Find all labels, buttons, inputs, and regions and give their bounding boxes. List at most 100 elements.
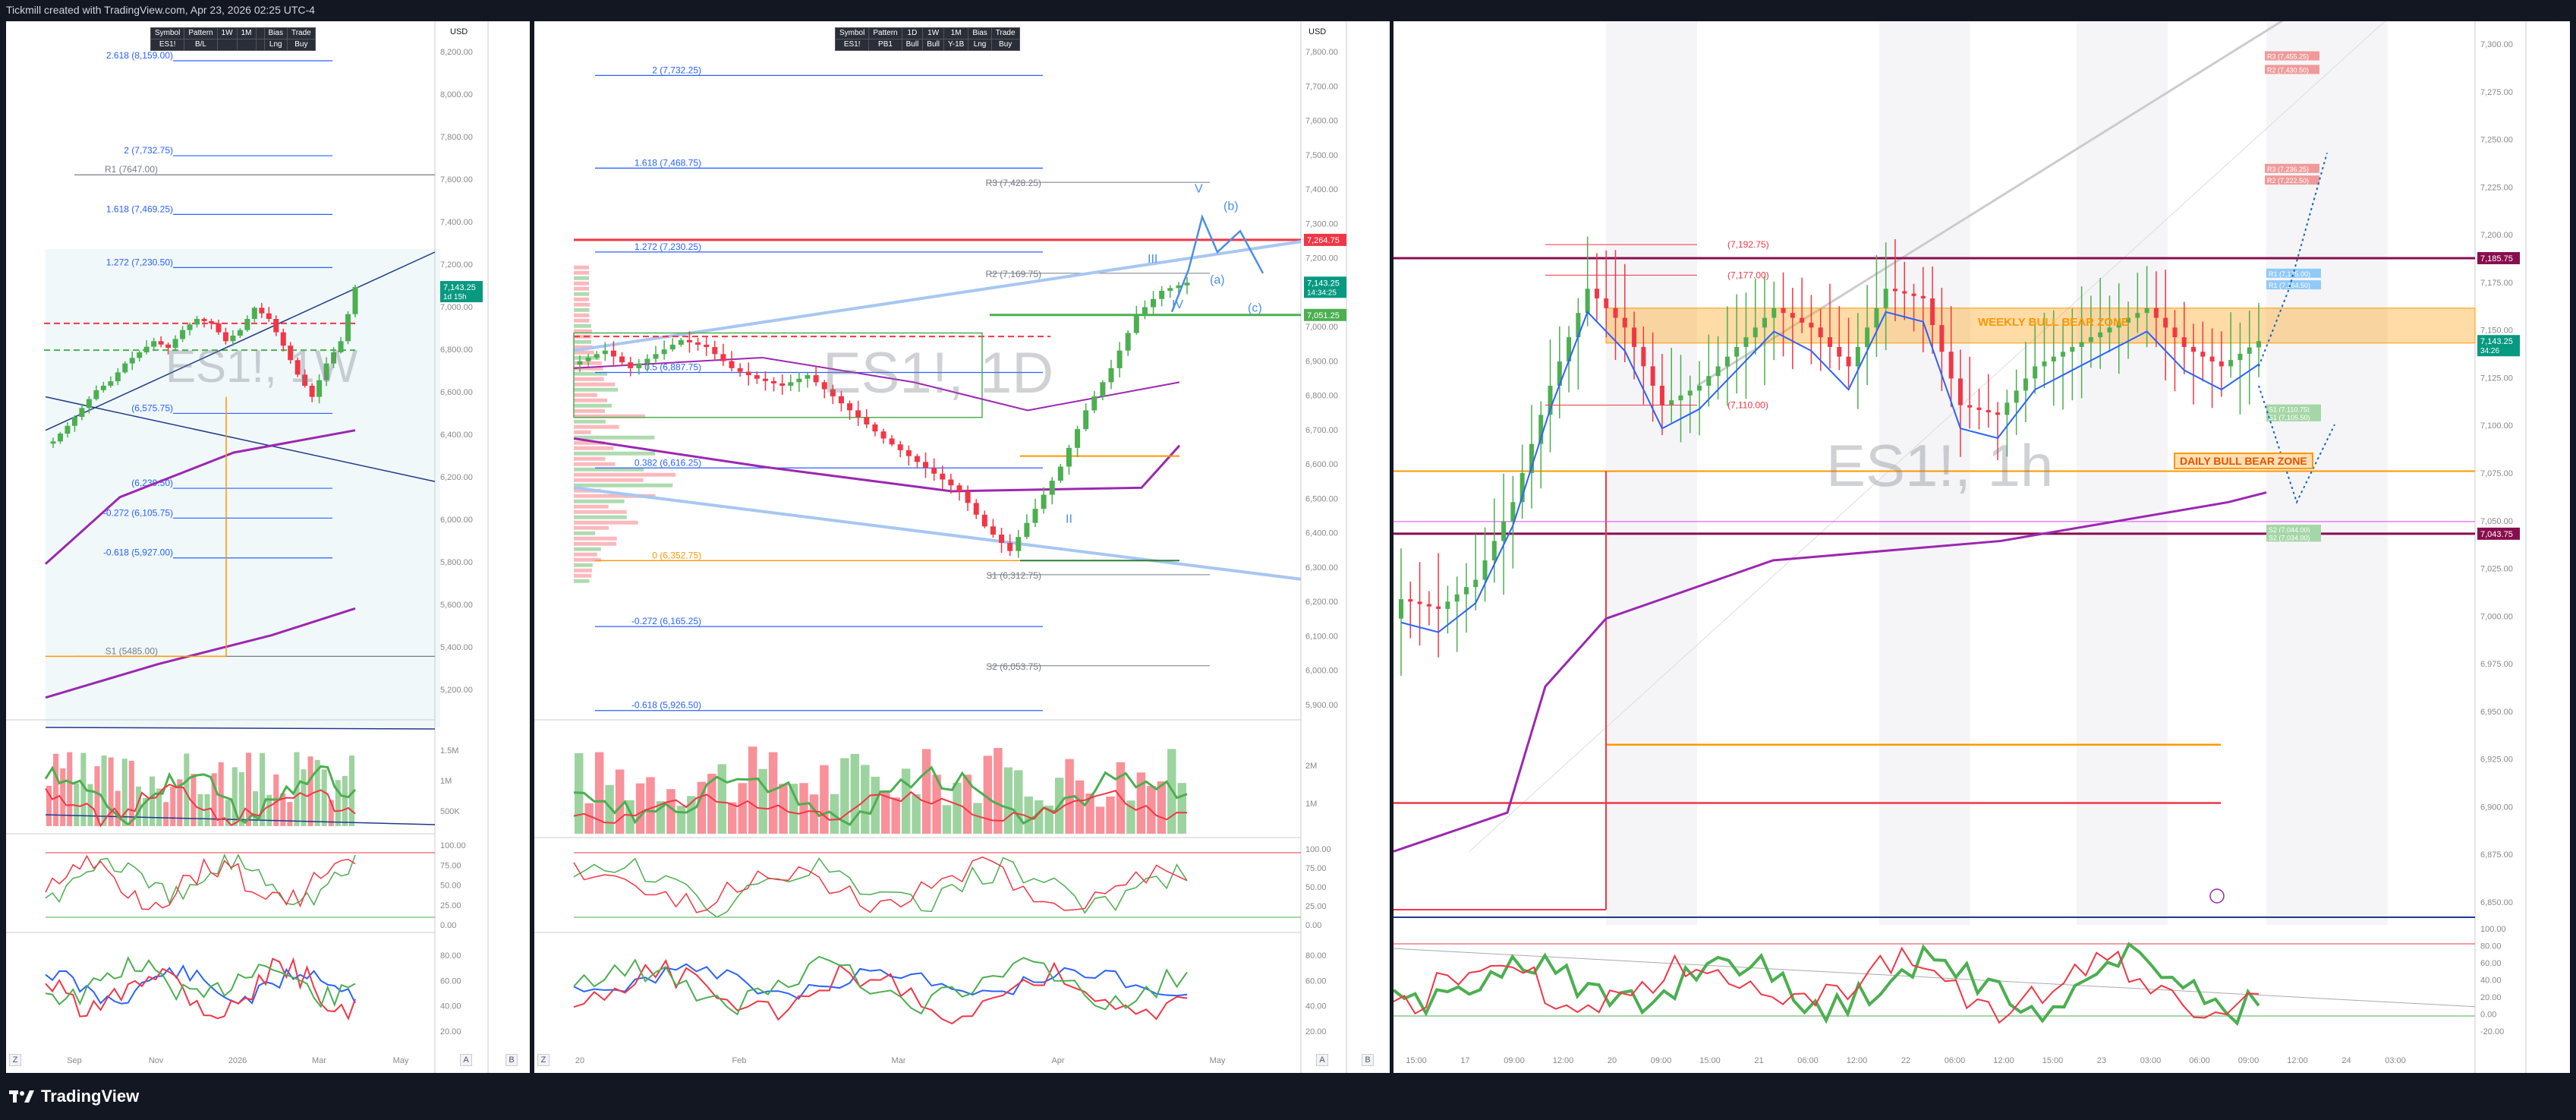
header-caption: Tickmill created with TradingView.com, A… (6, 4, 315, 16)
time-label: 17 (1460, 1056, 1469, 1065)
candle-body (2098, 332, 2103, 338)
volume-tick: 2M (1305, 762, 1317, 771)
candle-body (594, 354, 600, 358)
footer: TradingView (0, 1074, 2576, 1120)
osc-tick: 0.00 (440, 921, 456, 930)
weekly-chart-panel[interactable]: 8,200.00 8,000.00 7,800.00 7,600.00 7,400.00… (6, 21, 530, 1073)
osc-tick: 50.00 (1305, 883, 1327, 892)
th: Bias (968, 27, 992, 39)
price-tick: 6,600.00 (1305, 460, 1338, 469)
candle-body (737, 368, 743, 372)
candle-body (1159, 290, 1165, 299)
candle-body (187, 324, 193, 330)
candle-body (999, 535, 1005, 543)
volume-bar (697, 781, 707, 834)
time-label: 03:00 (2140, 1056, 2162, 1065)
tradingview-logo[interactable]: TradingView (9, 1087, 139, 1106)
volume-bar (973, 803, 982, 834)
candle-body (323, 363, 329, 380)
volume-bar (245, 752, 251, 826)
candle-body (771, 380, 777, 383)
volume-bar (1014, 770, 1023, 834)
candle-body (1911, 293, 1916, 296)
oscillator-line (573, 765, 1188, 826)
time-label: 23 (2097, 1056, 2106, 1065)
wave-label: IV (1172, 298, 1183, 311)
volume-bar (87, 784, 93, 826)
price-tick: 7,150.00 (2480, 327, 2513, 336)
volume-profile-bar (574, 520, 638, 525)
candle-body (872, 424, 878, 432)
candle-body (1892, 289, 1897, 292)
candle-body (1473, 579, 1479, 588)
hourly-chart-panel[interactable]: 7,300.00 7,275.00 7,250.00 7,225.00 7,200.00… (1393, 21, 2570, 1073)
trend-line-lower (573, 486, 1302, 581)
th: Trade (286, 27, 316, 39)
volume-bar (94, 766, 100, 826)
candle-body (230, 336, 236, 342)
candle-body (678, 339, 684, 345)
auto-scale-button[interactable]: A (460, 1054, 472, 1066)
candle-body (1818, 327, 1823, 338)
volume-profile-bar (574, 483, 673, 487)
candle-body (838, 396, 844, 404)
price-tick: 7,050.00 (2480, 517, 2513, 526)
volume-bar (80, 752, 87, 826)
volume-profile-bar (574, 308, 590, 312)
volume-bar (260, 752, 266, 826)
time-label: 06:00 (1945, 1056, 1966, 1065)
weekly-chart-svg[interactable]: 8,200.00 8,000.00 7,800.00 7,600.00 7,400.00… (6, 21, 530, 1073)
hourly-chart-svg[interactable]: 7,300.00 7,275.00 7,250.00 7,225.00 7,200.00… (1393, 21, 2570, 1073)
candle-body (1032, 509, 1038, 523)
daily-chart-svg[interactable]: 7,800.00 7,700.00 7,600.00 7,500.00 7,400.00… (534, 21, 1390, 1073)
daily-bull-bear-zone-label: DAILY BULL BEAR ZONE (2174, 453, 2313, 469)
candle-body (779, 383, 786, 386)
time-label: Apr (1051, 1056, 1064, 1065)
th: Pattern (184, 27, 218, 39)
candle-body (1715, 366, 1721, 377)
candle-body (897, 444, 903, 450)
th: 1M (943, 27, 969, 39)
candle-body (813, 375, 819, 383)
oscillator-line (573, 790, 1188, 824)
target-box (2266, 525, 2321, 535)
volume-bar (253, 791, 259, 826)
diagonal-guide (1393, 948, 2476, 1008)
volume-bar (1003, 767, 1013, 834)
osc-tick: 80.00 (1305, 951, 1327, 961)
price-tick: 7,800.00 (1305, 48, 1338, 57)
candle-body (151, 341, 157, 347)
target-label: R3 (7,455.25) (2267, 53, 2309, 61)
target-label: S1 (7,105.50) (2269, 414, 2310, 421)
daily-chart-panel[interactable]: 7,800.00 7,700.00 7,600.00 7,500.00 7,400.00… (534, 21, 1390, 1073)
volume-bar (184, 753, 190, 826)
zoom-button[interactable]: Z (9, 1054, 21, 1066)
candle-body (965, 491, 971, 503)
volume-bar (163, 802, 169, 826)
zoom-button[interactable]: Z (537, 1054, 550, 1066)
candle-body (2153, 308, 2159, 318)
bars-button[interactable]: B (505, 1054, 518, 1066)
candle-body (1902, 291, 1907, 294)
volume-bar (231, 767, 238, 826)
hourly-last-price-badge: 7,143.25 (2480, 337, 2513, 346)
bars-button[interactable]: B (1362, 1054, 1374, 1066)
volume-bar (656, 801, 666, 834)
target-label: R3 (7,236.25) (2267, 166, 2309, 173)
target-label: R1 (7,175.00) (2269, 270, 2310, 278)
candle-body (1016, 537, 1022, 551)
oscillator-line (573, 963, 1188, 1000)
pivot-label: (7,110.00) (1727, 400, 1768, 411)
volume-profile-bar (574, 377, 604, 381)
volume-profile-bar (574, 424, 619, 429)
candle-body (1066, 447, 1072, 467)
candle-body (302, 374, 308, 386)
volume-profile-bar (574, 270, 590, 275)
candle-body (847, 403, 853, 411)
td (236, 39, 257, 51)
th: 1W (922, 27, 944, 39)
volume-profile-bar (574, 451, 656, 456)
oscillator-line (573, 955, 1188, 1016)
target-box (2265, 163, 2319, 173)
auto-scale-button[interactable]: A (1316, 1054, 1328, 1066)
